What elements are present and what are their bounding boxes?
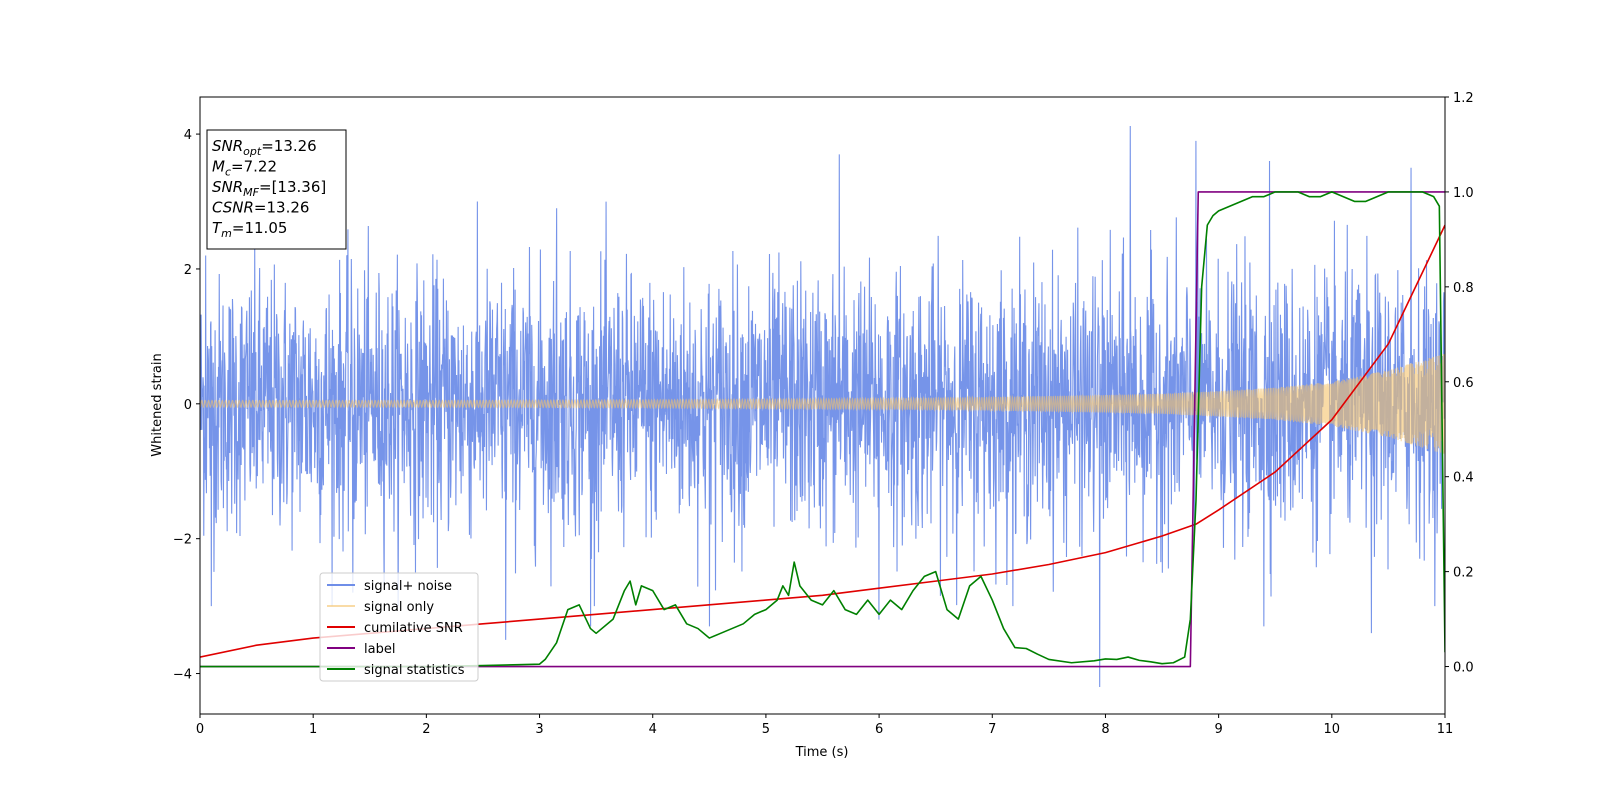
plot-frame: [199, 96, 1446, 715]
x-tick-label: 9: [1214, 722, 1222, 737]
legend-frame: [319, 572, 479, 682]
y-right-tick-label: 0.4: [1453, 471, 1474, 486]
info-box-line: SNRopt=13.26: [212, 137, 317, 158]
series-signal-statistics: [200, 191, 1445, 668]
info-box-line: CSNR=13.26: [212, 199, 309, 217]
x-tick-label: 10: [1324, 722, 1341, 737]
series-signal-only: [200, 353, 1445, 455]
y-left-tick-label: 0: [184, 398, 192, 413]
info-box: SNRopt=13.26Mc=7.22SNRMF=[13.36]CSNR=13.…: [206, 129, 347, 250]
info-box-frame: [206, 129, 347, 250]
y-right-tick-label: 1.2: [1453, 91, 1474, 106]
y-left-tick-label: −2: [173, 533, 192, 548]
y-right-tick-label: 0.2: [1453, 566, 1474, 581]
x-tick-label: 5: [762, 722, 770, 737]
x-axis-label: Time (s): [795, 745, 849, 760]
legend-entry-label: signal statistics: [364, 663, 465, 678]
y-left-tick-label: −4: [173, 668, 192, 683]
legend-entry-label: label: [364, 642, 395, 657]
y-right-tick-label: 0.8: [1453, 281, 1474, 296]
x-tick-label: 3: [535, 722, 543, 737]
info-box-line: Tm=11.05: [212, 219, 287, 240]
y-axis-label: Whitened strain: [150, 353, 165, 456]
y-right-tick-label: 0.0: [1453, 661, 1474, 676]
x-tick-label: 7: [988, 722, 996, 737]
info-box-line: SNRMF=[13.36]: [212, 178, 326, 199]
x-tick-label: 0: [196, 722, 204, 737]
x-tick-label: 4: [649, 722, 657, 737]
y-right-tick-label: 0.6: [1453, 376, 1474, 391]
legend-entry-label: signal only: [364, 600, 434, 615]
info-box-line: Mc=7.22: [212, 158, 277, 179]
y-right-tick-label: 1.0: [1453, 186, 1474, 201]
legend: signal+ noise signal only cumilative SNR la…: [319, 572, 479, 682]
series-label: [200, 191, 1445, 668]
x-tick-label: 8: [1101, 722, 1109, 737]
legend-entry-label: signal+ noise: [364, 579, 452, 594]
x-tick-label: 2: [422, 722, 430, 737]
y-left-tick-label: 4: [184, 128, 192, 143]
x-tick-label: 11: [1437, 722, 1454, 737]
series-signal-noise: [200, 125, 1445, 688]
x-tick-label: 6: [875, 722, 883, 737]
x-axis: 0 1 2 3 4 5 6 7 8 9 10 11: [196, 714, 1453, 737]
y-left-tick-label: 2: [184, 263, 192, 278]
legend-entry-label: cumilative SNR: [364, 621, 463, 636]
y-axis-right: 0.0 0.2 0.4 0.6 0.8 1.0 1.2: [1445, 91, 1474, 676]
x-tick-label: 1: [309, 722, 317, 737]
y-axis-left: −4 −2 0 2 4: [173, 128, 200, 683]
